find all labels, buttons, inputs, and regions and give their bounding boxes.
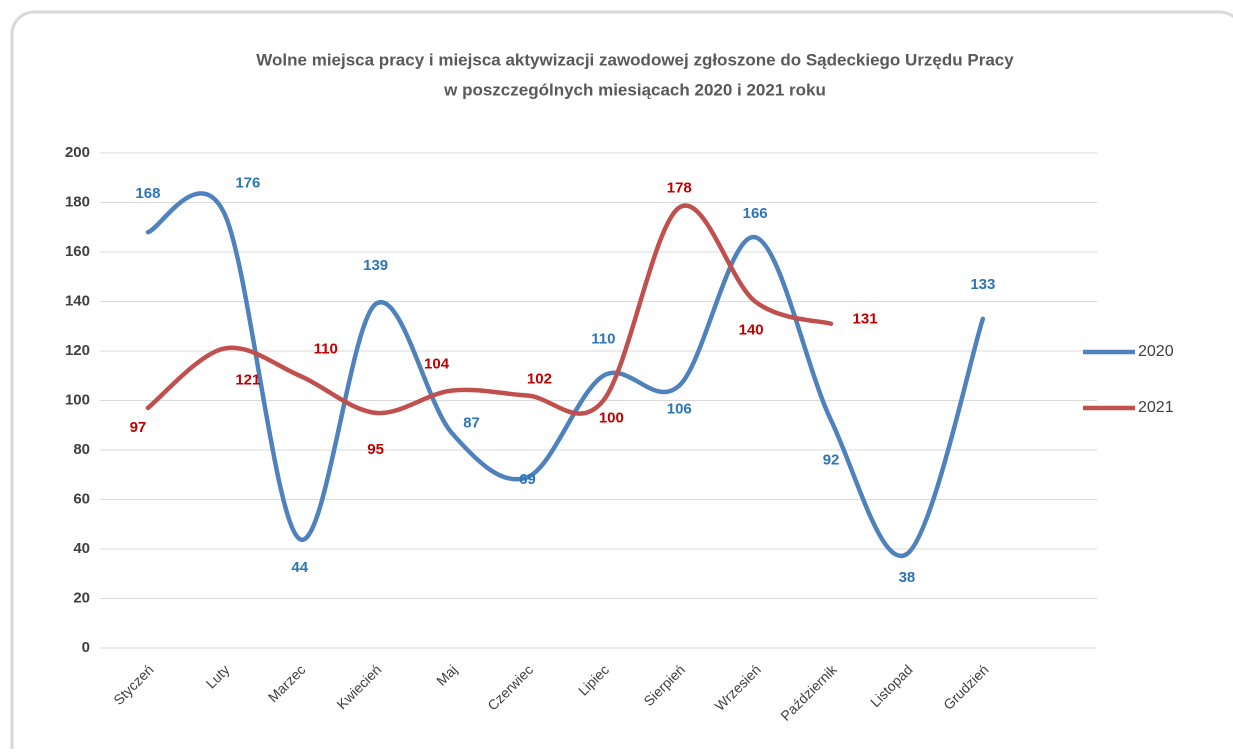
y-tick-label: 0: [82, 639, 90, 656]
y-tick-label: 20: [73, 589, 90, 606]
data-label: 178: [667, 179, 692, 196]
data-label: 106: [667, 401, 692, 418]
legend-label: 2020: [1138, 343, 1174, 360]
y-tick-label: 160: [65, 243, 90, 260]
data-label: 139: [363, 257, 388, 274]
data-label: 131: [853, 311, 878, 328]
y-tick-label: 120: [65, 342, 90, 359]
series-line: [145, 191, 986, 559]
data-label: 87: [463, 415, 480, 432]
data-label: 69: [519, 471, 536, 488]
data-label: 176: [235, 174, 260, 191]
y-tick-label: 200: [65, 144, 90, 161]
data-label: 133: [970, 276, 995, 293]
data-label: 100: [599, 409, 624, 426]
data-label: 102: [527, 371, 552, 388]
chart-title: Wolne miejsca pracy i miejsca aktywizacj…: [256, 50, 1014, 69]
data-label: 92: [823, 451, 840, 468]
data-label: 44: [291, 559, 308, 576]
data-label: 110: [591, 331, 615, 348]
chart-title: w poszczególnych miesiącach 2020 i 2021 …: [443, 80, 826, 99]
y-tick-label: 180: [65, 193, 90, 210]
data-label: 95: [367, 441, 384, 458]
chart-frame: [10, 10, 1233, 754]
data-label: 121: [235, 371, 260, 388]
data-label: 104: [424, 356, 450, 373]
series-line: [145, 203, 834, 416]
y-tick-label: 140: [65, 292, 90, 309]
data-label: 110: [314, 341, 338, 358]
data-label: 168: [135, 185, 160, 202]
y-tick-label: 100: [65, 391, 90, 408]
data-label: 97: [130, 419, 147, 436]
y-tick-label: 60: [73, 490, 90, 507]
y-tick-label: 40: [73, 540, 90, 557]
data-label: 140: [739, 321, 764, 338]
data-label: 166: [743, 205, 768, 222]
data-label: 38: [899, 569, 916, 586]
legend-label: 2021: [1138, 399, 1174, 416]
y-tick-label: 80: [73, 441, 90, 458]
